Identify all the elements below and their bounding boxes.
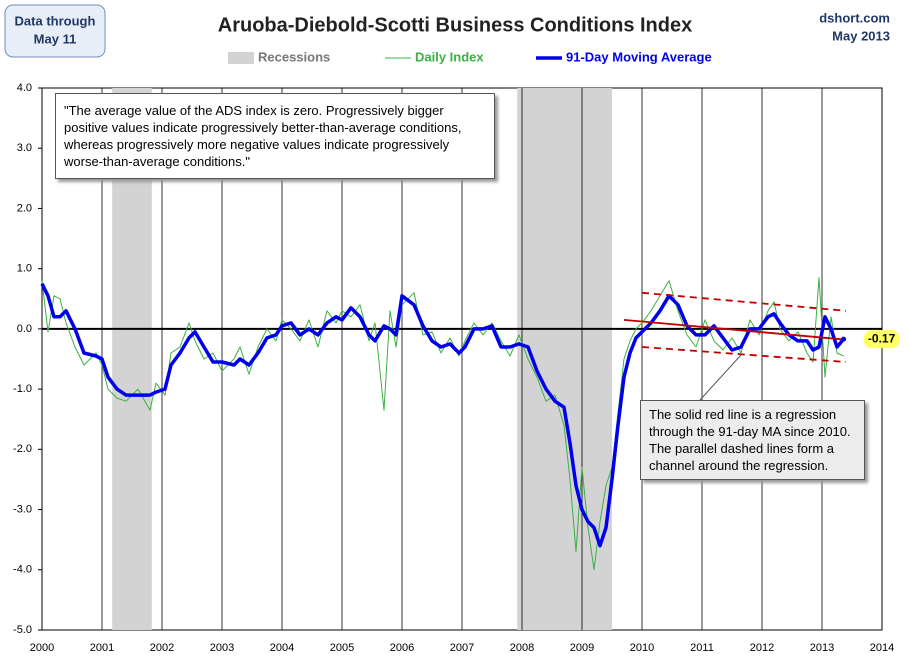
x-tick-label: 2008 bbox=[510, 642, 534, 654]
y-tick-label: -4.0 bbox=[13, 564, 32, 576]
x-tick-label: 2009 bbox=[570, 642, 594, 654]
trend-line bbox=[641, 291, 847, 312]
source: May 2013 bbox=[832, 28, 890, 43]
source: dshort.com bbox=[819, 10, 890, 25]
x-tick-label: 2012 bbox=[750, 642, 774, 654]
series-line bbox=[41, 277, 844, 571]
quote-box: "The average value of the ADS index is z… bbox=[55, 93, 495, 179]
legend-label: 91-Day Moving Average bbox=[566, 49, 712, 64]
callout-pointer bbox=[699, 354, 742, 401]
data-through: May 11 bbox=[34, 31, 77, 46]
trend-line bbox=[641, 346, 847, 363]
latest-label-bg bbox=[863, 330, 900, 349]
series-line bbox=[40, 282, 845, 548]
y-tick-label: -3.0 bbox=[13, 503, 32, 515]
callout-box: The solid red line is a regression throu… bbox=[640, 400, 865, 480]
x-tick-label: 2013 bbox=[810, 642, 834, 654]
y-tick-label: 3.0 bbox=[17, 142, 32, 154]
y-tick-label: 0.0 bbox=[17, 323, 32, 335]
x-tick-label: 2006 bbox=[390, 642, 414, 654]
y-tick-label: -5.0 bbox=[13, 624, 32, 636]
latest-label: -0.17 bbox=[868, 331, 896, 345]
legend-label: Daily Index bbox=[415, 49, 484, 64]
legend-label: Recessions bbox=[258, 49, 330, 64]
y-tick-label: 2.0 bbox=[17, 202, 32, 214]
x-tick-label: 2003 bbox=[210, 642, 234, 654]
x-tick-label: 2004 bbox=[270, 642, 294, 654]
badge bbox=[4, 4, 106, 58]
x-tick-label: 2001 bbox=[90, 642, 114, 654]
y-tick-label: -2.0 bbox=[13, 443, 32, 455]
x-tick-label: 2014 bbox=[870, 642, 894, 654]
x-tick-label: 2005 bbox=[330, 642, 354, 654]
x-tick-label: 2000 bbox=[30, 642, 54, 654]
latest-point bbox=[841, 336, 847, 342]
chart-title: Aruoba-Diebold-Scotti Business Condition… bbox=[218, 14, 692, 36]
y-tick-label: -1.0 bbox=[13, 383, 32, 395]
y-tick-label: 1.0 bbox=[17, 263, 32, 275]
x-tick-label: 2007 bbox=[450, 642, 474, 654]
y-tick-label: 4.0 bbox=[17, 82, 32, 94]
x-tick-label: 2010 bbox=[630, 642, 654, 654]
trend-line bbox=[623, 319, 847, 341]
x-tick-label: 2002 bbox=[150, 642, 174, 654]
data-through: Data through bbox=[15, 13, 96, 28]
legend-swatch bbox=[228, 52, 254, 64]
x-tick-label: 2011 bbox=[690, 642, 714, 654]
